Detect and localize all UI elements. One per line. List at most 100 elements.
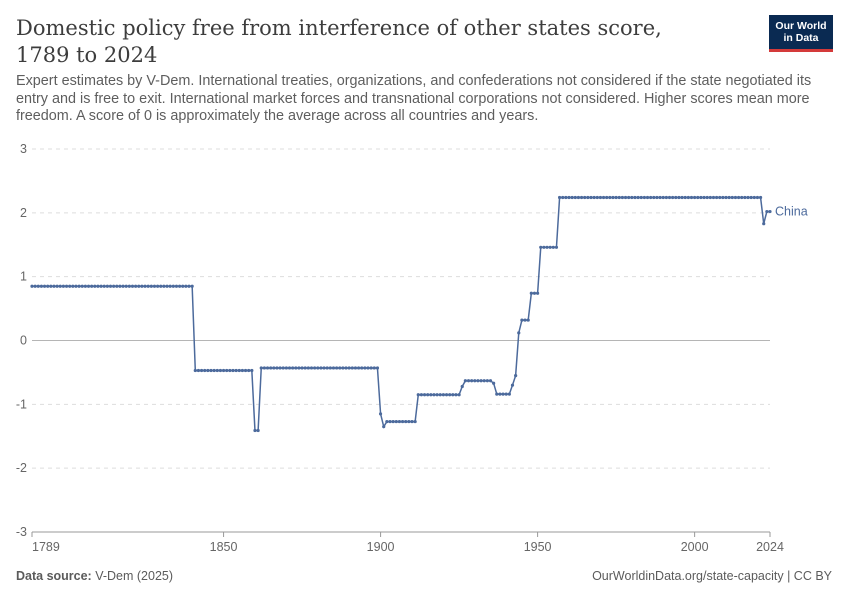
- data-point: [661, 195, 665, 200]
- y-tick-label: 2: [20, 206, 27, 220]
- data-point: [36, 284, 40, 288]
- data-point: [705, 195, 709, 200]
- data-point: [193, 368, 197, 373]
- data-point: [473, 379, 477, 383]
- owid-logo[interactable]: Our World in Data: [769, 15, 833, 52]
- data-point: [476, 379, 480, 383]
- data-point: [451, 393, 455, 397]
- data-point: [363, 366, 367, 370]
- data-point: [570, 195, 574, 200]
- data-point: [630, 195, 634, 200]
- data-point: [366, 366, 370, 370]
- data-point: [306, 366, 310, 370]
- data-point: [360, 366, 364, 370]
- data-point: [137, 284, 141, 288]
- data-point: [112, 284, 116, 288]
- data-point: [184, 284, 188, 288]
- data-point: [118, 284, 122, 288]
- data-point: [404, 419, 408, 424]
- data-point: [90, 284, 94, 288]
- data-point: [680, 195, 684, 200]
- data-point: [385, 419, 389, 424]
- data-point: [523, 318, 527, 322]
- data-point: [71, 284, 75, 288]
- x-tick-label: 1950: [524, 540, 552, 554]
- data-point: [426, 393, 430, 397]
- data-point: [671, 195, 675, 200]
- data-point: [733, 195, 738, 200]
- y-tick-label: -1: [16, 397, 27, 411]
- data-point: [74, 284, 78, 288]
- data-point: [33, 284, 37, 288]
- data-point: [96, 284, 100, 288]
- data-point: [567, 195, 571, 200]
- data-point: [498, 392, 502, 396]
- data-point: [303, 366, 307, 370]
- data-point: [488, 379, 493, 383]
- data-point: [642, 195, 646, 200]
- data-point: [576, 195, 581, 200]
- data-point: [124, 284, 128, 288]
- data-point: [165, 284, 169, 288]
- data-point: [64, 284, 69, 288]
- y-tick-label: 1: [20, 270, 27, 284]
- data-point: [737, 195, 741, 200]
- data-point: [724, 195, 728, 200]
- data-point: [221, 368, 226, 373]
- data-source: Data source: V-Dem (2025): [16, 569, 173, 583]
- data-point: [645, 195, 650, 200]
- data-point: [448, 393, 452, 397]
- data-point: [589, 195, 593, 200]
- data-point: [369, 366, 373, 370]
- data-point: [237, 368, 241, 373]
- data-point: [190, 284, 194, 288]
- data-point: [162, 284, 166, 288]
- data-point: [341, 366, 345, 370]
- data-point: [586, 195, 590, 200]
- data-point: [463, 379, 467, 383]
- data-point: [454, 393, 458, 397]
- data-point: [231, 368, 235, 373]
- data-point: [159, 284, 163, 288]
- data-point: [42, 284, 47, 288]
- source-value[interactable]: V-Dem (2025): [95, 569, 174, 583]
- data-point: [199, 368, 204, 373]
- data-point: [353, 366, 358, 370]
- data-point: [627, 195, 631, 200]
- url-license[interactable]: OurWorldinData.org/state-capacity | CC B…: [592, 569, 832, 583]
- data-point: [532, 291, 537, 295]
- logo-line-2: in Data: [783, 32, 819, 44]
- data-point: [130, 284, 135, 288]
- y-tick-label: 0: [20, 334, 27, 348]
- data-point: [313, 366, 317, 370]
- data-point: [269, 366, 273, 370]
- logo-line-1: Our World: [775, 20, 827, 32]
- data-point: [526, 318, 530, 322]
- data-point: [605, 195, 609, 200]
- data-point: [400, 419, 405, 424]
- data-point: [715, 195, 719, 200]
- source-label: Data source:: [16, 569, 92, 583]
- data-point: [727, 195, 731, 200]
- data-point: [551, 245, 555, 249]
- y-tick-label: -3: [16, 525, 27, 539]
- data-point: [441, 393, 445, 397]
- data-point: [80, 284, 84, 288]
- data-point: [623, 195, 628, 200]
- data-point: [388, 419, 392, 424]
- data-point: [225, 368, 229, 373]
- data-point: [156, 284, 160, 288]
- chart-title: Domestic policy free from interference o…: [16, 16, 662, 67]
- data-point: [721, 195, 725, 200]
- data-point: [331, 366, 336, 370]
- data-point: [536, 291, 540, 295]
- x-tick-label: 1789: [32, 540, 60, 554]
- data-point: [115, 284, 119, 288]
- data-point: [689, 195, 694, 200]
- y-tick-label: -2: [16, 461, 27, 475]
- data-point: [649, 195, 653, 200]
- data-point: [595, 195, 599, 200]
- data-point: [218, 368, 223, 373]
- data-point: [215, 368, 219, 373]
- data-point: [127, 284, 131, 288]
